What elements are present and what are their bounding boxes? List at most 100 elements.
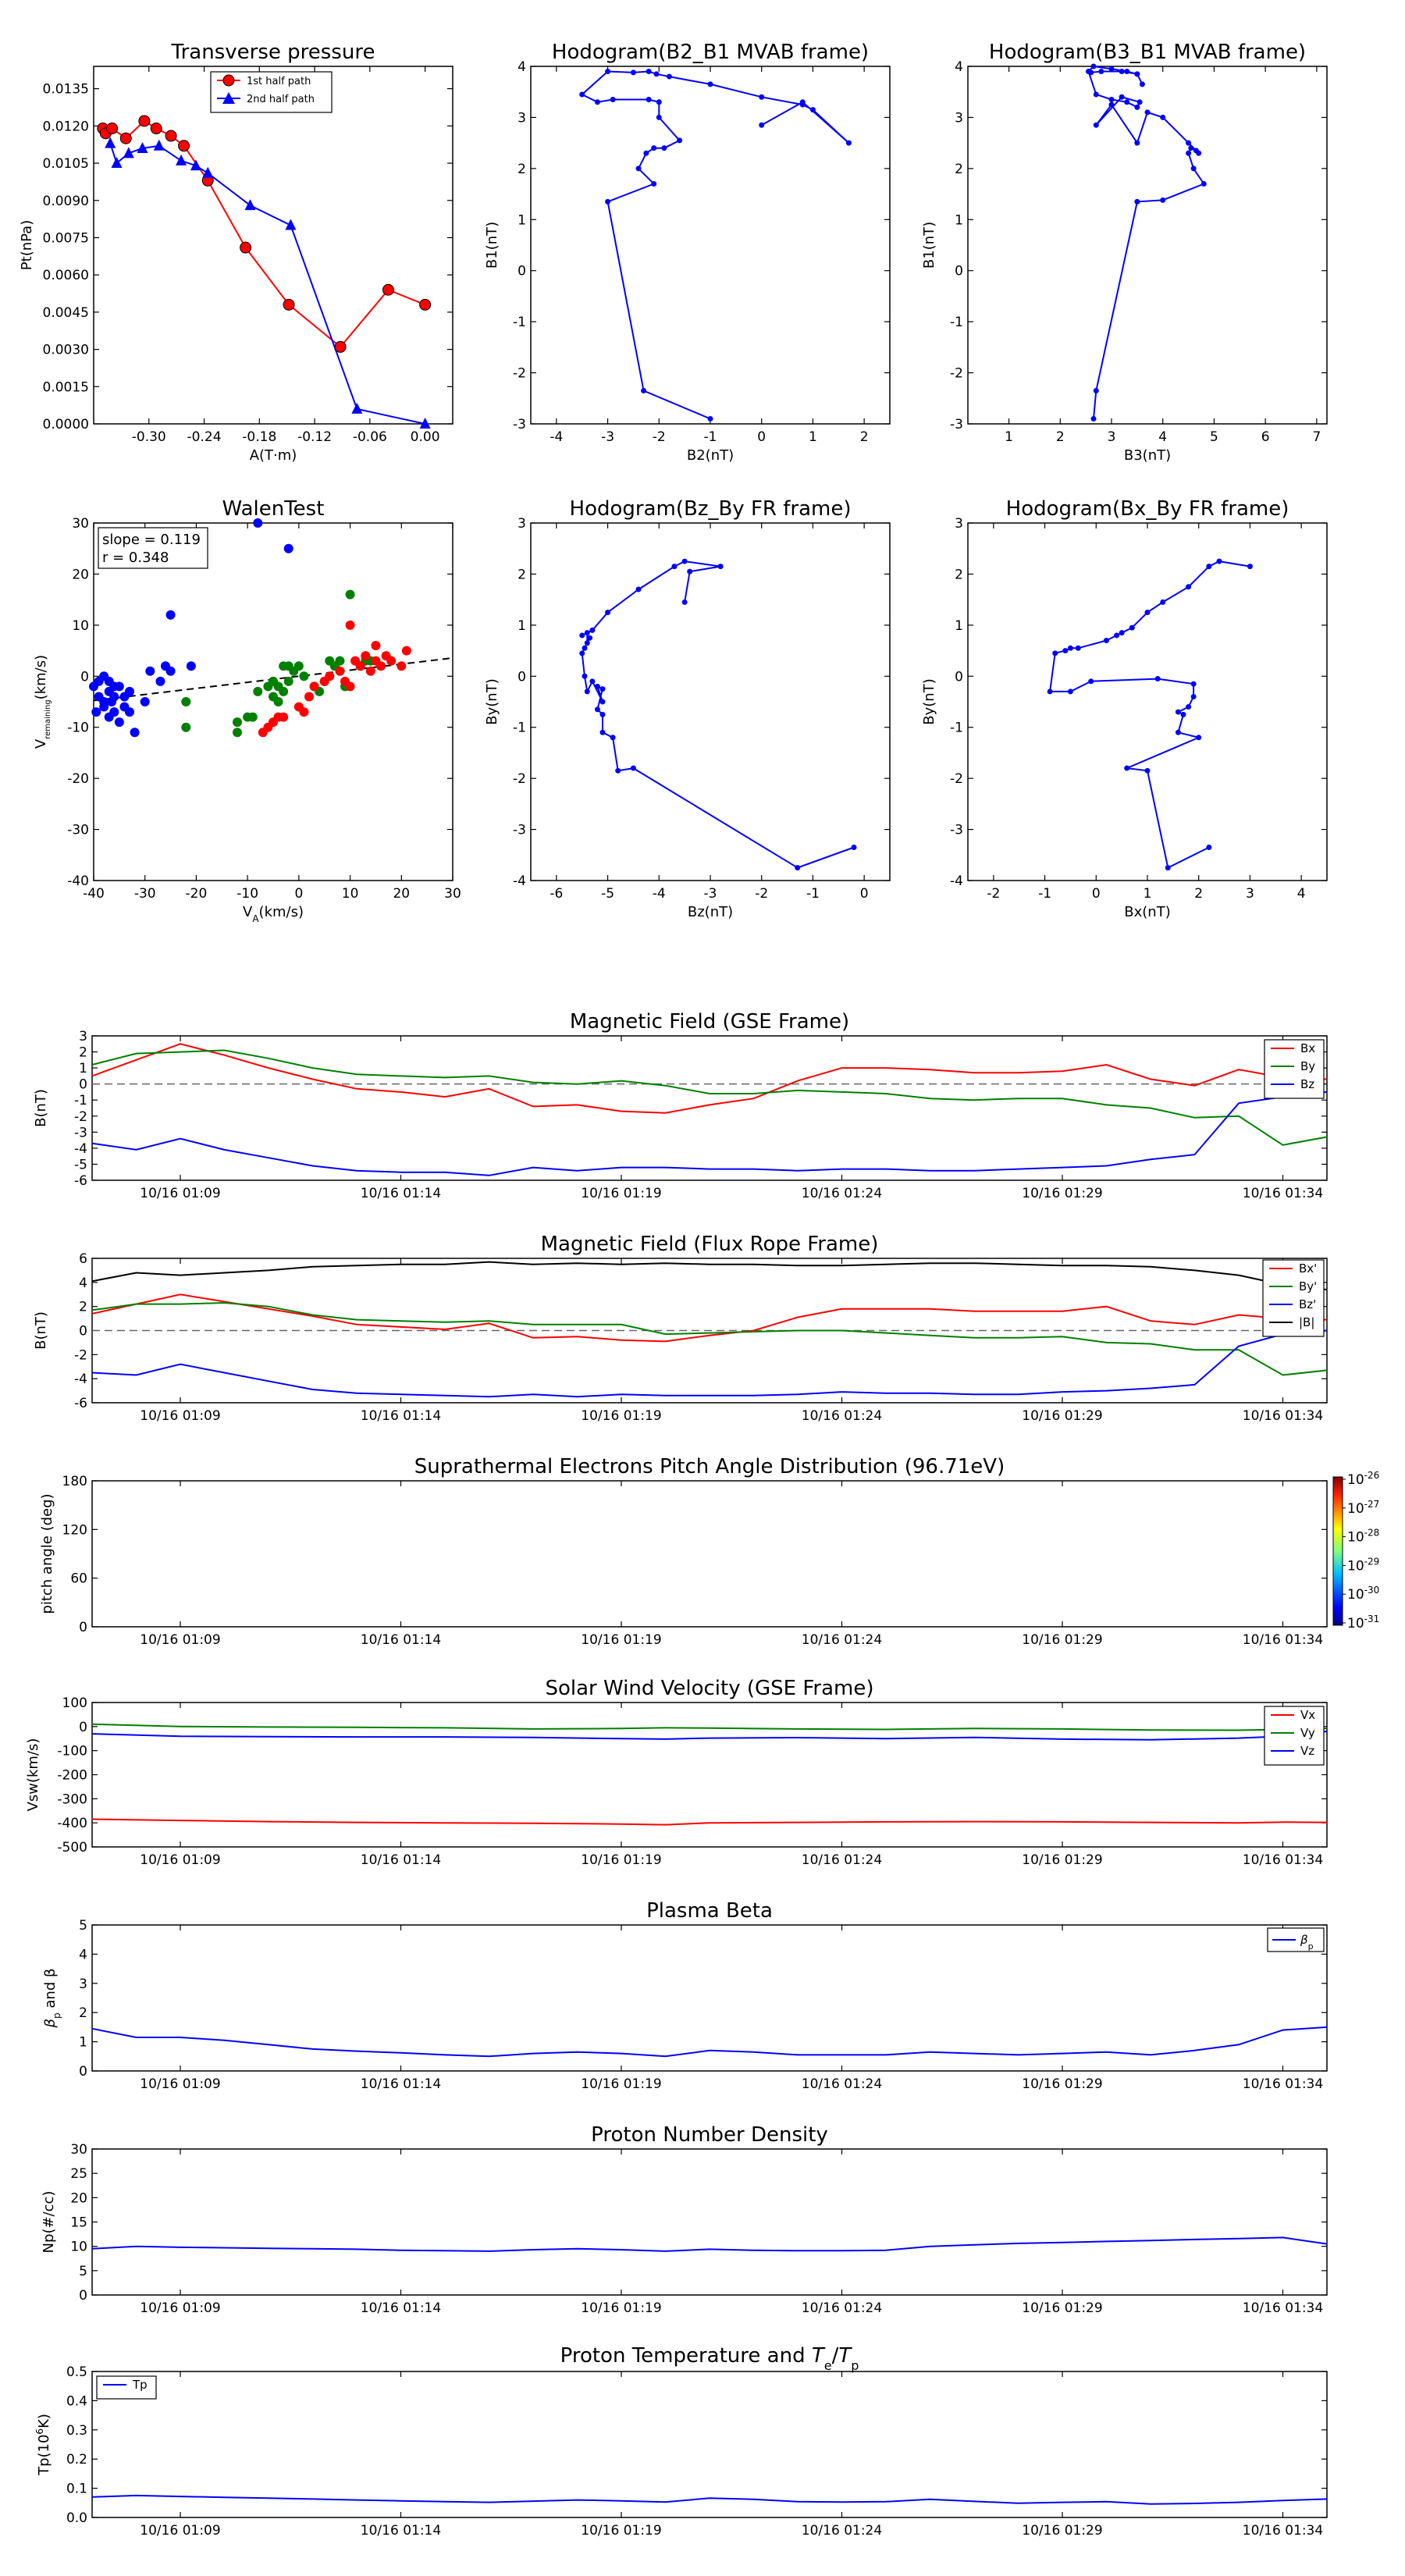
- pad-xtick-label: 10/16 01:19: [581, 1632, 661, 1648]
- hodo-b2-b1-point: [605, 69, 611, 75]
- hodo-b2-b1-point: [651, 145, 657, 151]
- mag_gse-ytick-label: -1: [74, 1093, 87, 1108]
- temp-ytick-label: 0.5: [66, 2364, 87, 2380]
- vel-vx-line: [91, 1818, 1328, 1826]
- hodo-b3-b1-point: [1196, 150, 1202, 156]
- tp-first-half-point: [419, 298, 432, 311]
- hodo-b2-b1-ytick-label: -3: [513, 417, 526, 432]
- temp-xtick-label: 10/16 01:24: [802, 2523, 882, 2539]
- hodo-b3-b1-path: [1087, 65, 1205, 419]
- hodo-bz-by-xtick-label: -2: [755, 886, 768, 902]
- mag-fr-bx-line: [91, 1293, 1328, 1343]
- hodo-bz-by-point: [594, 706, 600, 713]
- walen-point-green: [181, 697, 191, 706]
- vel-ytick-label: -300: [57, 1791, 87, 1807]
- hodo-b3-b1-ytick-label: 0: [955, 264, 963, 279]
- beta-ytick-label: 2: [79, 2005, 87, 2021]
- hodo-b2-b1-ylabel: B1(nT): [484, 222, 500, 269]
- hodo-b3-b1-point: [1108, 66, 1115, 72]
- tp-xlabel: A(T·m): [250, 447, 297, 464]
- hodo-bz-by-point: [717, 564, 724, 570]
- walen-point-blue: [283, 543, 293, 553]
- pad-colorbar-label: 10-29: [1347, 1556, 1379, 1574]
- temp-legend-frame: [96, 2375, 157, 2400]
- mag-fr-legend-label: By': [1299, 1279, 1317, 1293]
- hodo-b3-b1-point: [1134, 104, 1140, 110]
- walen-point-green: [247, 712, 258, 722]
- hodo-bx-by-point: [1088, 678, 1094, 685]
- tp-ytick-label: 0.0120: [43, 119, 89, 134]
- walen-ytick-label: 10: [72, 618, 89, 634]
- vel-ylabel: Vsw(km/s): [25, 1738, 41, 1812]
- mag-gse-legend-label: Bx: [1300, 1041, 1315, 1055]
- walen-point-green: [283, 676, 293, 686]
- mag_fr-axes: 10/16 01:09 10/16 01:14 10/16 01:19 10/16 0…: [33, 1233, 1328, 1424]
- hodo-b2-b1-point: [646, 97, 652, 103]
- hodo-bx-by-xtick-label: 2: [1194, 886, 1203, 902]
- hodo-bx-by-xtick-label: 0: [1092, 886, 1101, 902]
- tp-ytick-label: 0.0045: [43, 305, 89, 321]
- hodo-bz-by-point: [681, 599, 688, 605]
- hodo-b2-b1-point: [594, 99, 600, 105]
- tp-first-half-point: [165, 130, 177, 142]
- temp-frame: [91, 2371, 1328, 2518]
- tp-legend-label: 2nd half path: [247, 94, 315, 105]
- pad-ytick-label: 120: [62, 1522, 87, 1538]
- walen-ytick-label: -30: [67, 823, 89, 838]
- walen-point-blue: [109, 681, 119, 692]
- hodo-bx-by-point: [1175, 709, 1181, 715]
- hodo-bz-by-frame: [530, 522, 891, 881]
- hodo-b3-b1-point: [1136, 99, 1143, 105]
- walen-point-blue: [253, 518, 263, 528]
- tp-first-half-point: [138, 115, 151, 127]
- dens-xtick-label: 10/16 01:09: [140, 2300, 220, 2316]
- hodo-bx-by-point: [1129, 624, 1135, 631]
- hodo-b3-b1-xtick-label: 5: [1210, 429, 1218, 445]
- hodo-b3-b1-ytick-label: -2: [950, 366, 963, 382]
- dens-xtick-label: 10/16 01:14: [361, 2300, 441, 2316]
- hodo-bx-by-frame: [967, 522, 1328, 881]
- walen-point-red: [386, 656, 397, 666]
- tp-legend: 1st half path 2nd half path: [210, 71, 333, 113]
- hodo-bx-by-point: [1186, 584, 1192, 590]
- hodo-bx-by-point: [1165, 865, 1171, 871]
- mag-fr-legend: Bx' By' Bz' |B|: [1262, 1259, 1325, 1337]
- pad-colorbar-label: 10-26: [1347, 1470, 1379, 1488]
- vel-xtick-label: 10/16 01:29: [1022, 1852, 1102, 1868]
- pad-ylabel: pitch angle (deg): [39, 1493, 55, 1614]
- hodo-bx-by-point: [1062, 648, 1069, 654]
- hodo-bz-by-point: [795, 865, 801, 871]
- pad-xtick-label: 10/16 01:34: [1243, 1632, 1323, 1648]
- hodo-b2-b1-point: [646, 69, 652, 75]
- pad-colorbar-label: 10-30: [1347, 1585, 1379, 1603]
- walen-point-red: [299, 707, 309, 717]
- mag_gse-axes: 10/16 01:09 10/16 01:14 10/16 01:19 10/16 0…: [33, 1010, 1328, 1201]
- hodo-b2-b1-ytick-label: -2: [513, 366, 526, 382]
- hodo-b2-b1-point: [610, 97, 616, 103]
- mag_gse-ytick-label: -5: [74, 1157, 87, 1172]
- beta-xtick-label: 10/16 01:14: [361, 2076, 441, 2092]
- mag_gse-xtick-label: 10/16 01:34: [1243, 1186, 1323, 1201]
- beta-legend-label: βp: [1300, 1933, 1314, 1952]
- hodo-bx-by-point: [1186, 704, 1192, 710]
- mag_gse-xtick-label: 10/16 01:09: [140, 1186, 220, 1201]
- dens-ylabel: Np(#/cc): [41, 2191, 57, 2254]
- tp-xtick-label: -0.30: [132, 429, 166, 445]
- hodo-bz-by-xtick-label: -1: [806, 886, 820, 902]
- hodo-bz-by-point: [594, 683, 600, 689]
- temp-ytick-label: 0.0: [66, 2510, 87, 2526]
- walen-point-blue: [125, 686, 134, 696]
- temp-ylabel: Tp(106K): [34, 2414, 52, 2476]
- hodo-bx-by-point: [1119, 630, 1125, 636]
- hodo-bz-by-ytick-label: -3: [513, 823, 526, 838]
- hodo-b2-b1-xtick-label: -1: [704, 429, 717, 445]
- tp-first-half-point: [178, 140, 190, 152]
- hodo-bz-by-ytick-label: 1: [518, 618, 526, 634]
- walen-point-red: [279, 712, 289, 722]
- hodo-bz-by-point: [635, 586, 642, 592]
- beta-ytick-label: 4: [79, 1947, 87, 1962]
- walen-point-blue: [140, 697, 150, 706]
- vel-frame: [91, 1702, 1328, 1848]
- hodo-b2-b1-path: [580, 70, 850, 420]
- hodo-b3-b1-point: [1186, 150, 1192, 156]
